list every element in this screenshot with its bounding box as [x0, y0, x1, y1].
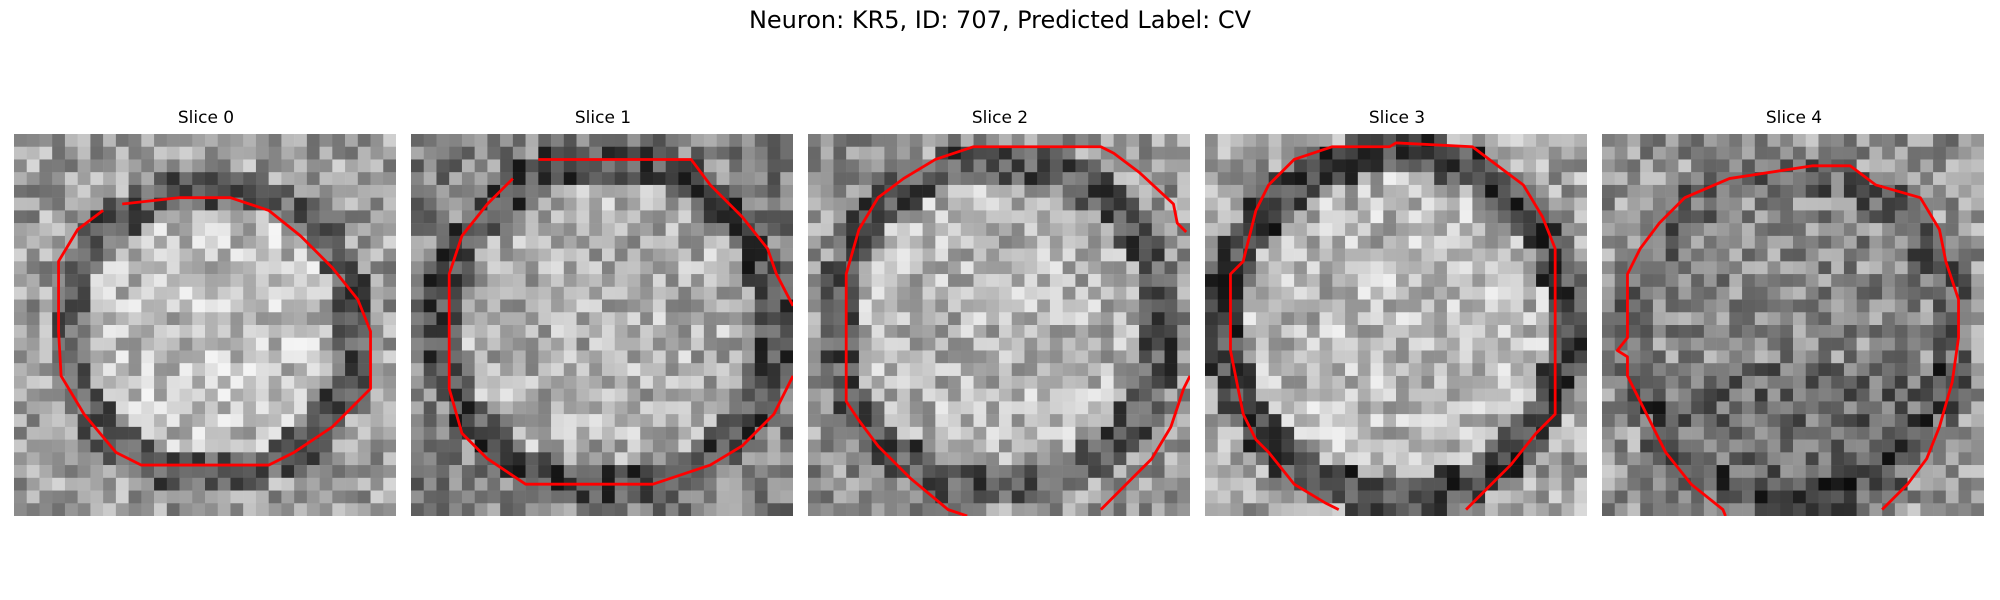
slice-title-1: Slice 1: [574, 108, 632, 128]
cell-contour-0: [57, 196, 372, 467]
slice-title-3: Slice 3: [1368, 108, 1426, 128]
cell-contour-1b: [447, 177, 793, 486]
slice-pixels-0: [14, 134, 396, 516]
slice-title-2: Slice 2: [971, 108, 1029, 128]
cell-contour-3: [1229, 141, 1557, 511]
cell-contour-2: [844, 145, 1188, 516]
slice-image-2: [808, 134, 1190, 516]
slice-image-0: [14, 134, 396, 516]
figure-title: Neuron: KR5, ID: 707, Predicted Label: C…: [748, 6, 1252, 34]
slice-title-4: Slice 4: [1765, 108, 1823, 128]
slice-image-1: [411, 134, 793, 516]
slice-pixels-2: [808, 134, 1190, 516]
slice-image-3: [1205, 134, 1587, 516]
slice-pixels-3: [1205, 134, 1587, 516]
slice-pixels-1: [411, 134, 793, 516]
slice-title-0: Slice 0: [177, 108, 235, 128]
cell-contour-4: [1615, 164, 1960, 516]
cell-contour-2b: [1099, 375, 1190, 511]
slice-image-4: [1602, 134, 1984, 516]
cell-contour-1: [538, 158, 793, 307]
